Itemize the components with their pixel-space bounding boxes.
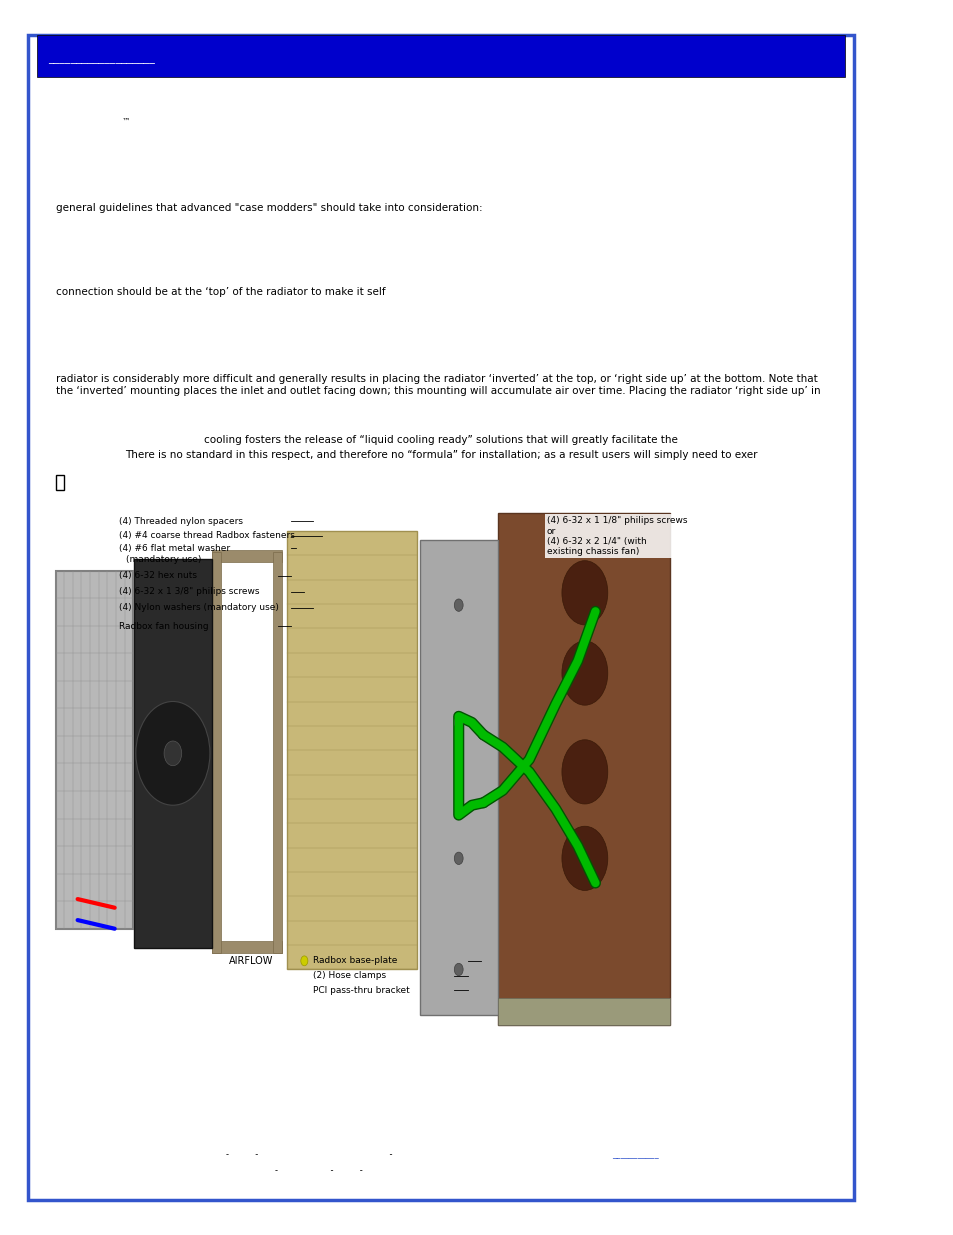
Bar <box>497 998 670 1025</box>
Text: PCI pass-thru bracket: PCI pass-thru bracket <box>313 986 410 995</box>
Circle shape <box>454 599 462 611</box>
Text: (4) Threaded nylon spacers: (4) Threaded nylon spacers <box>119 516 243 526</box>
Circle shape <box>164 741 181 766</box>
Bar <box>419 540 497 1015</box>
FancyBboxPatch shape <box>29 35 853 1200</box>
Text: cooling fosters the release of “liquid cooling ready” solutions that will greatl: cooling fosters the release of “liquid c… <box>204 435 678 445</box>
Bar <box>55 488 826 1074</box>
Text: (2) Hose clamps: (2) Hose clamps <box>313 971 386 981</box>
Circle shape <box>561 641 607 705</box>
Text: connection should be at the ‘top’ of the radiator to make it self: connection should be at the ‘top’ of the… <box>55 287 385 296</box>
Text: -          -                                                  -: - - - <box>225 1150 392 1160</box>
Circle shape <box>454 852 462 864</box>
Text: ___________: ___________ <box>611 1150 658 1160</box>
Circle shape <box>135 701 210 805</box>
Text: general guidelines that advanced "case modders" should take into consideration:: general guidelines that advanced "case m… <box>55 203 481 212</box>
Text: AIRFLOW: AIRFLOW <box>229 956 274 966</box>
Bar <box>55 571 133 929</box>
Text: (4) 6-32 x 1 3/8" philips screws: (4) 6-32 x 1 3/8" philips screws <box>119 587 259 597</box>
Bar <box>37 35 844 77</box>
Bar <box>497 513 670 1025</box>
Bar <box>287 531 416 969</box>
Text: Radbox base-plate: Radbox base-plate <box>313 956 397 966</box>
Bar <box>212 552 220 953</box>
Text: There is no standard in this respect, and therefore no “formula” for installatio: There is no standard in this respect, an… <box>125 450 757 459</box>
Text: ___________________: ___________________ <box>49 54 155 64</box>
Text: (mandatory use): (mandatory use) <box>126 555 201 564</box>
Text: (4) Nylon washers (mandatory use): (4) Nylon washers (mandatory use) <box>119 603 278 613</box>
Circle shape <box>561 740 607 804</box>
Text: Radbox fan housing: Radbox fan housing <box>119 621 209 631</box>
Circle shape <box>561 561 607 625</box>
Bar <box>274 552 282 953</box>
Circle shape <box>454 963 462 976</box>
Text: (4) #6 flat metal washer: (4) #6 flat metal washer <box>119 543 230 553</box>
Text: (4) 6-32 x 1 1/8" philips screws
or
(4) 6-32 x 2 1/4" (with
existing chassis fan: (4) 6-32 x 1 1/8" philips screws or (4) … <box>546 516 687 557</box>
Circle shape <box>454 716 462 729</box>
Bar <box>134 559 212 948</box>
Bar <box>212 941 282 953</box>
Text: ™: ™ <box>122 117 130 126</box>
Circle shape <box>561 826 607 890</box>
Circle shape <box>300 956 308 966</box>
Bar <box>212 550 282 562</box>
Text: (4) 6-32 hex nuts: (4) 6-32 hex nuts <box>119 571 197 580</box>
Text: radiator is considerably more difficult and generally results in placing the rad: radiator is considerably more difficult … <box>55 374 820 395</box>
Text: (4) #4 coarse thread Radbox fasteners: (4) #4 coarse thread Radbox fasteners <box>119 531 294 541</box>
Text: -                    -          -: - - - <box>254 1166 363 1176</box>
Bar <box>55 475 64 490</box>
